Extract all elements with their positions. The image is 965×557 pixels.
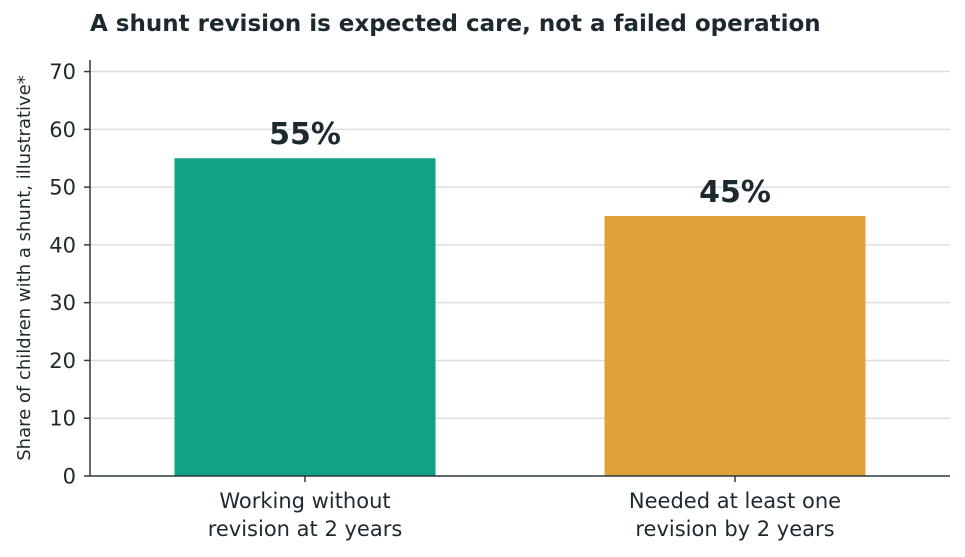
y-tick-label: 40	[49, 233, 76, 257]
x-tick-label-line: Needed at least one	[629, 489, 841, 513]
y-axis-title: Share of children with a shunt, illustra…	[14, 75, 35, 461]
bars	[174, 158, 866, 476]
x-tick-label-line: revision by 2 years	[635, 517, 834, 541]
y-tick-label: 30	[49, 291, 76, 315]
axes	[84, 60, 950, 482]
data-label: 55%	[269, 117, 341, 152]
data-label: 45%	[699, 175, 771, 210]
x-tick-label-line: Working without	[219, 489, 390, 513]
labels: 0 10 20 30 40 50 60 70 55% Working without revisio…	[49, 60, 841, 541]
bar	[604, 216, 866, 476]
y-tick-label: 60	[49, 118, 76, 142]
y-tick-label: 20	[49, 349, 76, 373]
x-tick-label: Working without revision at 2 years	[208, 489, 403, 541]
x-tick-label: Needed at least one revision by 2 years	[629, 489, 841, 541]
chart-title: A shunt revision is expected care, not a…	[90, 11, 821, 37]
x-tick-label-line: revision at 2 years	[208, 517, 403, 541]
y-tick-label: 0	[63, 465, 76, 489]
y-tick-label: 70	[49, 60, 76, 84]
bar	[174, 158, 436, 476]
y-tick-label: 10	[49, 407, 76, 431]
y-tick-label: 50	[49, 176, 76, 200]
